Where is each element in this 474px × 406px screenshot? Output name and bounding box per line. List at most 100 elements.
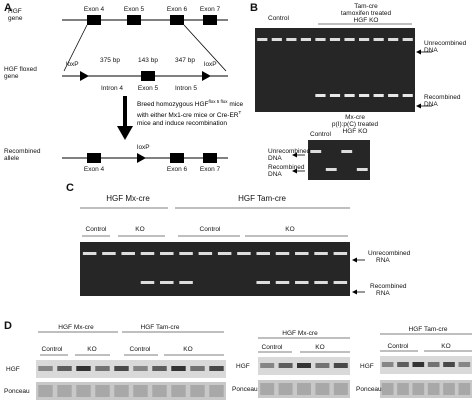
- blot-band: [458, 362, 471, 367]
- ponceau-lane: [57, 385, 72, 397]
- label: HGF: [8, 8, 22, 15]
- blot-band: [38, 366, 53, 371]
- label: allele: [4, 155, 20, 162]
- label: Tam-cre: [354, 3, 378, 10]
- line: [183, 24, 227, 72]
- blot: [380, 380, 472, 398]
- label: Exon 5: [137, 85, 159, 92]
- gel-band: [356, 168, 368, 171]
- gel-band: [179, 281, 193, 284]
- ponceau-lane: [381, 383, 394, 395]
- loxp-triangle: [80, 71, 89, 81]
- label: 143 bp: [138, 57, 158, 64]
- gel-band: [237, 252, 251, 255]
- ponceau-lane: [260, 383, 275, 395]
- label: Ponceau: [4, 388, 30, 395]
- blot-band: [427, 362, 440, 367]
- blot-band: [315, 363, 330, 368]
- gel-band: [295, 252, 309, 255]
- blot-band: [412, 362, 425, 367]
- blot-band: [152, 366, 167, 371]
- gel-band: [121, 252, 135, 255]
- label: Recombined: [424, 94, 461, 101]
- gel-band: [275, 281, 290, 284]
- gel-band: [140, 281, 155, 284]
- gel-band: [329, 94, 341, 97]
- ponceau-lane: [315, 383, 330, 395]
- group-title: HGF Mx-cre: [106, 194, 150, 203]
- blot-band: [297, 363, 311, 368]
- note-sup: flox 5 flox: [208, 99, 228, 104]
- arrow-head: [117, 126, 133, 140]
- group-title: HGF Mx-cre: [58, 324, 94, 331]
- gel-band: [388, 38, 399, 41]
- ponceau-lane: [95, 385, 110, 397]
- gel-band: [359, 38, 370, 41]
- gel-band: [160, 281, 174, 284]
- gel-band: [256, 252, 270, 255]
- ponceau-lane: [209, 385, 224, 397]
- label: tamoxifen treated: [340, 10, 392, 17]
- ponceau-lane: [397, 383, 409, 395]
- exon-box: [87, 153, 101, 163]
- label: Ponceau: [232, 386, 258, 393]
- label: KO: [135, 226, 145, 233]
- label: Exon 5: [123, 6, 145, 13]
- note-text: mice and induce recombination: [137, 120, 227, 128]
- gel-band: [256, 281, 270, 284]
- gel-band: [359, 94, 370, 97]
- group-title: HGF Tam-cre: [238, 194, 286, 203]
- gel-band: [314, 252, 328, 255]
- gel-band: [102, 252, 116, 255]
- panel-label: A: [4, 2, 12, 14]
- label: RNA: [376, 290, 390, 297]
- blot-band: [133, 366, 148, 371]
- ponceau-lane: [278, 383, 293, 395]
- label: Exon 4: [83, 6, 105, 13]
- line: [63, 24, 88, 72]
- gel-band: [325, 168, 337, 171]
- gel-band: [329, 38, 341, 41]
- label: Control: [310, 131, 331, 138]
- label: RNA: [376, 257, 390, 264]
- label: Unrecombined: [368, 250, 411, 257]
- label: Exon 4: [83, 166, 105, 173]
- gel-band: [271, 38, 282, 41]
- gel-band: [388, 94, 399, 97]
- label: Intron 4: [100, 85, 124, 92]
- label: Exon 7: [199, 6, 221, 13]
- label: gene: [8, 15, 23, 22]
- blot-band: [190, 366, 205, 371]
- ponceau-lane: [190, 385, 205, 397]
- label: Exon 6: [166, 166, 188, 173]
- label: HGF KO: [342, 128, 368, 135]
- blot-band: [278, 363, 293, 368]
- exon-box: [170, 153, 184, 163]
- label: p(I):p(C) treated: [331, 121, 379, 128]
- gel-band: [217, 252, 232, 255]
- loxp-triangle: [202, 71, 211, 81]
- blot-band: [95, 366, 110, 371]
- gel-band: [373, 94, 384, 97]
- label: KO: [183, 346, 193, 353]
- group-title: HGF Mx-cre: [282, 330, 318, 337]
- label: Control: [261, 344, 283, 351]
- ponceau-lane: [297, 383, 311, 395]
- gel-band: [82, 252, 97, 255]
- label: DNA: [268, 171, 282, 178]
- label: DNA: [424, 101, 438, 108]
- arrow-head: [292, 168, 297, 174]
- exon-box: [203, 153, 217, 163]
- breeding-note: Breed homozygous HGFflox 5 flox mice wit…: [137, 98, 249, 128]
- label: DNA: [268, 155, 282, 162]
- arrow-head: [292, 152, 297, 158]
- label: Exon 7: [199, 166, 221, 173]
- gel-band: [344, 94, 355, 97]
- label: loxP: [204, 61, 217, 68]
- gel-band: [295, 281, 309, 284]
- panel-label: B: [250, 2, 258, 14]
- exon-box: [141, 71, 155, 81]
- gel-band: [333, 252, 348, 255]
